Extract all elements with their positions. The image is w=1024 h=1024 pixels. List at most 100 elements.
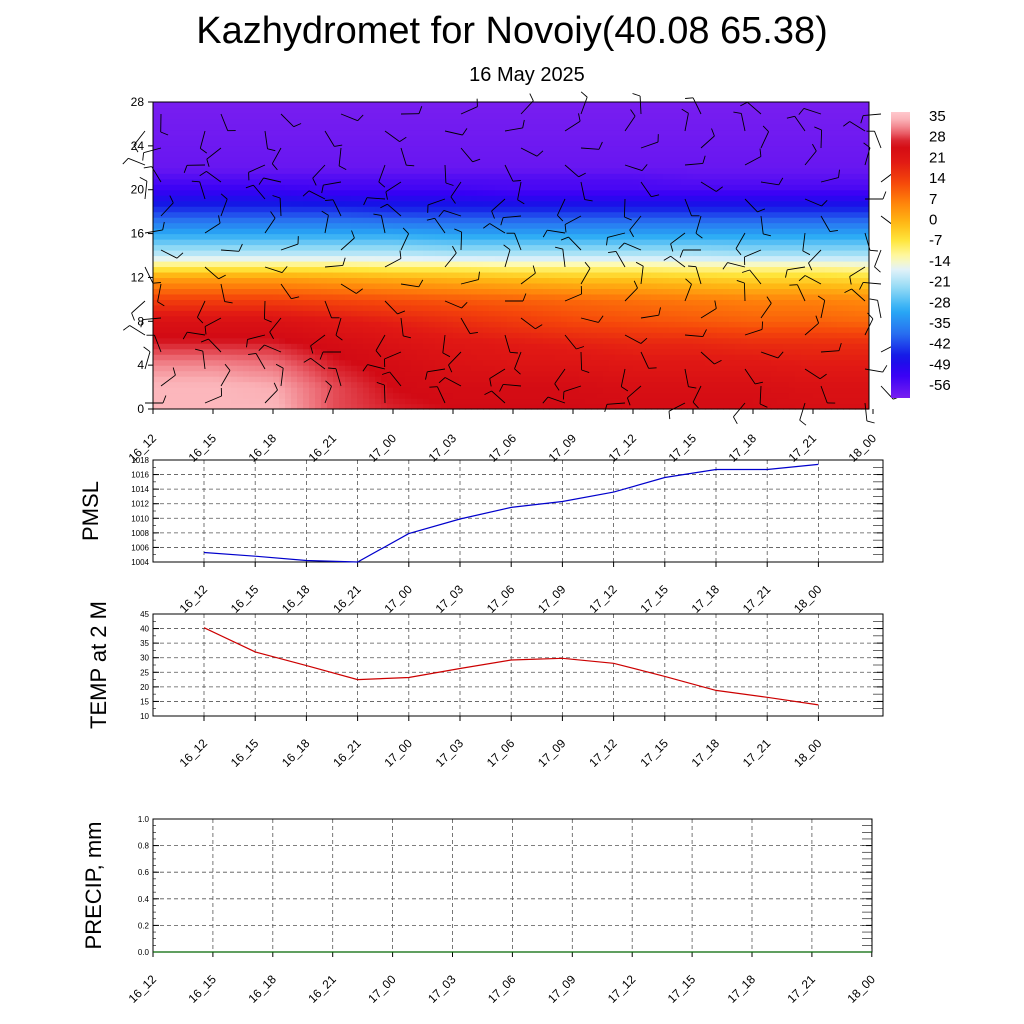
heatmap-cell [375, 102, 382, 109]
heatmap-cell [267, 282, 274, 289]
heatmap-cell [651, 310, 658, 317]
heatmap-cell [315, 304, 322, 311]
heatmap-cell [663, 337, 670, 344]
heatmap-cell [543, 134, 550, 141]
heatmap-cell [567, 112, 574, 120]
heatmap-cell [549, 282, 556, 289]
heatmap-cell [363, 239, 370, 246]
heatmap-cell [435, 233, 442, 240]
heatmap-cell [363, 162, 370, 169]
heatmap-cell [441, 151, 448, 158]
heatmap-cell [453, 392, 460, 399]
heatmap-cell [195, 140, 202, 147]
heatmap-cell [381, 162, 388, 169]
heatmap-cell [363, 200, 370, 207]
heatmap-cell [207, 370, 214, 377]
heatmap-cell [555, 392, 562, 399]
heatmap-cell [609, 365, 616, 372]
heatmap-cell [507, 134, 514, 141]
heatmap-cell [417, 260, 424, 268]
heatmap-cell [219, 310, 226, 317]
heatmap-cell [477, 343, 484, 350]
heatmap-cell [603, 189, 610, 196]
heatmap-cell [345, 244, 352, 251]
heatmap-cell [627, 123, 634, 131]
heatmap-cell [675, 145, 682, 152]
heatmap-cell [327, 134, 334, 141]
heatmap-cell [669, 354, 676, 361]
heatmap-cell [615, 200, 622, 207]
heatmap-cell [213, 403, 220, 410]
heatmap-cell [249, 348, 256, 355]
heatmap-cell [525, 250, 532, 257]
heatmap-cell [669, 293, 676, 300]
heatmap-cell [579, 112, 586, 120]
heatmap-cell [195, 217, 202, 224]
heatmap-cell [309, 392, 316, 399]
heatmap-cell [231, 178, 238, 185]
heatmap-cell [231, 282, 238, 289]
heatmap-cell [609, 211, 616, 218]
heatmap-cell [357, 326, 364, 333]
heatmap-cell [411, 167, 418, 174]
heatmap-cell [555, 200, 562, 207]
heatmap-cell [675, 206, 682, 213]
heatmap-cell [357, 299, 364, 306]
heatmap-cell [231, 381, 238, 388]
heatmap-cell [195, 173, 202, 180]
heatmap-cell [177, 304, 184, 311]
heatmap-cell [561, 200, 568, 207]
heatmap-cell [159, 343, 166, 350]
heatmap-cell [423, 167, 430, 174]
heatmap-cell [213, 359, 220, 366]
heatmap-cell [459, 217, 466, 224]
heatmap-cell [171, 359, 178, 366]
heatmap-cell [633, 217, 640, 224]
heatmap-cell [267, 299, 274, 306]
heatmap-cell [333, 167, 340, 174]
heatmap-cell [321, 206, 328, 213]
heatmap-cell [663, 326, 670, 333]
heatmap-cell [285, 167, 292, 174]
heatmap-cell [339, 239, 346, 246]
heatmap-cell [471, 365, 478, 372]
heatmap-cell [555, 250, 562, 257]
heatmap-cell [279, 332, 286, 339]
heatmap-cell [171, 167, 178, 174]
heatmap-cell [519, 123, 526, 131]
heatmap-cell [243, 250, 250, 257]
heatmap-cell [621, 282, 628, 289]
heatmap-cell [555, 195, 562, 202]
heatmap-cell [429, 310, 436, 317]
heatmap-cell [435, 222, 442, 229]
heatmap-cell [573, 376, 580, 383]
heatmap-cell [159, 151, 166, 158]
heatmap-cell [279, 118, 286, 125]
heatmap-cell [327, 189, 334, 196]
heatmap-cell [537, 134, 544, 141]
heatmap-cell [255, 206, 262, 213]
heatmap-cell [663, 403, 670, 410]
heatmap-cell [555, 260, 562, 268]
heatmap-cell [207, 326, 214, 333]
heatmap-cell [585, 184, 592, 191]
heatmap-cell [621, 167, 628, 174]
heatmap-cell [393, 145, 400, 152]
heatmap-cell [327, 376, 334, 383]
heatmap-cell [465, 299, 472, 306]
heatmap-cell [363, 222, 370, 229]
heatmap-cell [357, 167, 364, 174]
heatmap-cell [543, 348, 550, 355]
heatmap-cell [207, 162, 214, 169]
heatmap-cell [177, 398, 184, 405]
heatmap-cell [489, 376, 496, 383]
heatmap-cell [651, 184, 658, 191]
heatmap-cell [261, 134, 268, 141]
heatmap-cell [207, 250, 214, 257]
heatmap-cell [561, 211, 568, 218]
heatmap-cell [567, 107, 574, 114]
heatmap-cell [315, 255, 322, 262]
heatmap-cell [405, 123, 412, 131]
heatmap-cell [273, 365, 280, 372]
